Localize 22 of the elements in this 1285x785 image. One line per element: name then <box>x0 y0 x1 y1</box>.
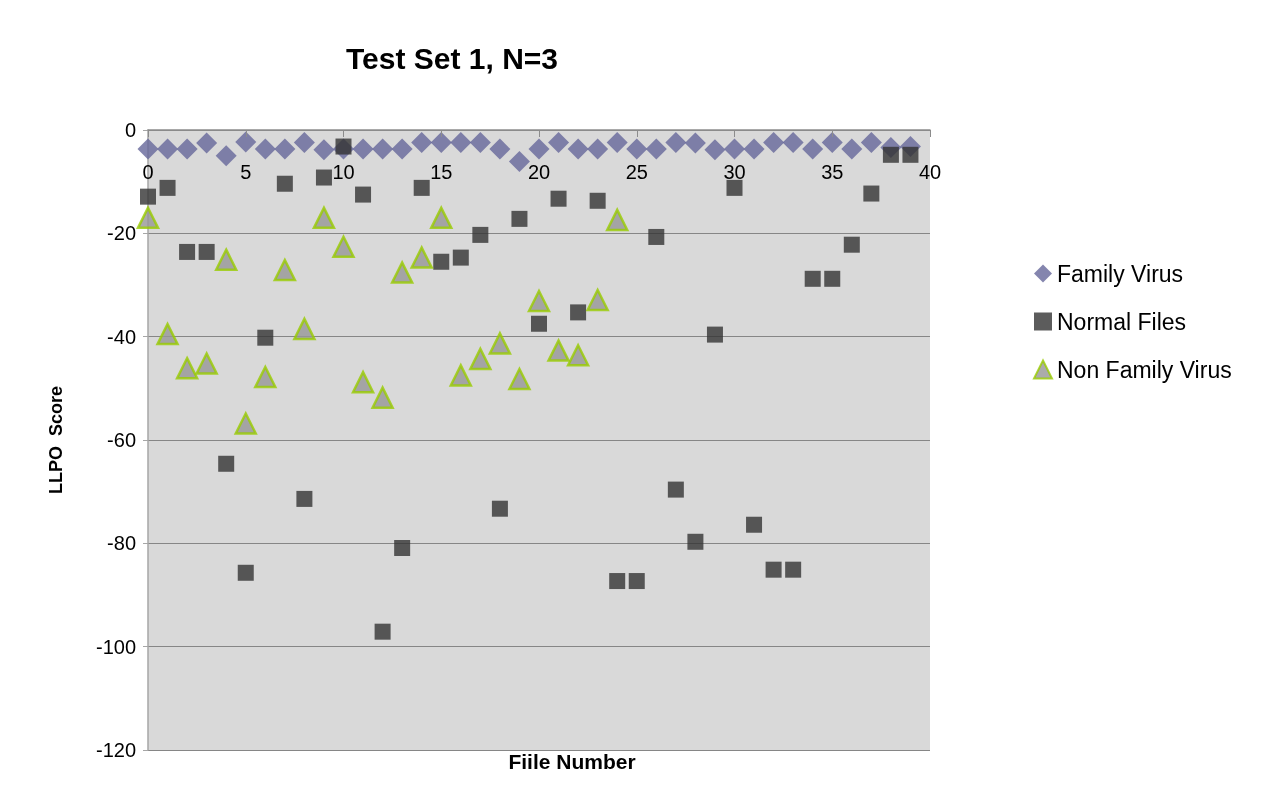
y-tick-label: -120 <box>95 739 136 761</box>
y-tick-label: -100 <box>95 635 136 658</box>
legend-label: Non Family Virus <box>1057 356 1232 383</box>
x-tick-label: 5 <box>240 161 252 183</box>
y-tick-label: -60 <box>107 429 136 451</box>
y-tick-label: -80 <box>107 532 136 555</box>
y-axis-title: LLPO Score <box>46 385 66 495</box>
x-tick-label: 40 <box>918 161 942 183</box>
y-tick-label: 0 <box>124 119 136 141</box>
y-tick-label: -40 <box>107 325 136 348</box>
legend-label: Family Virus <box>1057 260 1184 287</box>
x-tick-label: 10 <box>332 161 355 183</box>
x-tick-label: 30 <box>723 161 746 183</box>
y-tick-label: -20 <box>107 222 136 245</box>
chart-title: Test Set 1, N=3 <box>345 41 559 75</box>
x-tick-label: 20 <box>527 161 551 183</box>
x-tick-label: 15 <box>430 161 453 183</box>
legend-label: Normal Files <box>1057 308 1187 335</box>
x-axis-title: Fiile Number <box>508 750 636 773</box>
x-tick-label: 35 <box>821 161 844 183</box>
x-tick-label: 25 <box>625 161 648 183</box>
x-tick-label: 0 <box>142 161 154 183</box>
